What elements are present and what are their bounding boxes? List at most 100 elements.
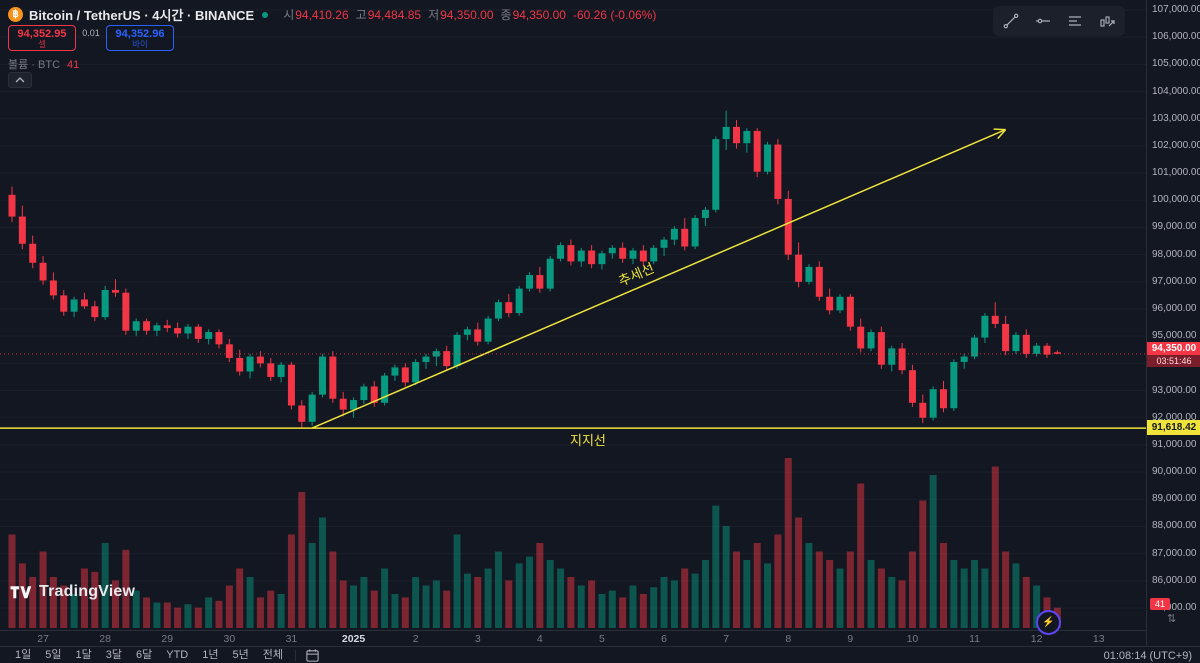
tradingview-watermark[interactable]: TradingView [10,583,135,601]
candle-body [360,386,368,401]
volume-bar [826,560,834,628]
volume-bar [412,577,420,628]
current-price-badge: 94,350.00 03:51:46 [1147,341,1200,367]
candle-body [463,329,471,335]
volume-bar [494,551,502,628]
volume-indicator-legend[interactable]: 볼륨 · BTC 41 [8,56,79,72]
candle-body [122,292,130,331]
candle-body [29,243,37,263]
range-button-6[interactable]: 1년 [195,648,225,663]
volume-bar [743,560,751,628]
range-button-2[interactable]: 1달 [69,648,99,663]
price-tick: 103,000.00 [1152,112,1200,124]
range-button-0[interactable]: 1일 [8,648,38,663]
volume-bar [898,580,906,628]
volume-bar [1022,577,1030,628]
open-value: 94,410.26 [295,7,349,22]
volume-bar [277,594,285,628]
candle-body [971,337,979,357]
candle-body [484,318,492,342]
range-button-3[interactable]: 3달 [99,648,129,663]
candle-body [474,329,482,342]
buy-button[interactable]: 94,352.96 바이 [106,25,174,51]
volume-bar [474,577,482,628]
candle-body [453,334,461,367]
watermark-text: TradingView [39,583,136,600]
candle-body [287,364,295,406]
low-value: 94,350.00 [440,7,494,22]
range-button-5[interactable]: YTD [159,648,195,663]
candle-body [184,326,192,334]
candle-body [577,250,585,262]
price-tick: 97,000.00 [1152,275,1197,287]
price-tick: 104,000.00 [1152,85,1200,97]
chart-boost-button[interactable]: ⚡ [1036,610,1061,635]
trend-line[interactable] [311,128,1006,429]
candle-body [80,299,88,307]
candle-body [381,375,389,403]
candle-body [91,306,99,318]
candle-body [1012,334,1020,352]
price-tick: 92,000.00 [1152,411,1197,423]
candlestick-chart[interactable]: 지지선 추세선 [0,0,1146,630]
range-button-4[interactable]: 6달 [129,648,159,663]
price-tick: 90,000.00 [1152,466,1197,478]
volume-bar [888,577,896,628]
time-label: 12 [1030,633,1043,645]
candle-body [153,325,161,331]
candle-body [1033,345,1041,354]
volume-bar [940,543,947,628]
parallel-lines-tool-button[interactable] [1060,8,1090,34]
volume-bar [629,585,637,628]
volume-bar [391,594,399,628]
candle-body [256,356,264,364]
trend-line-tool-button[interactable] [996,8,1026,34]
symbol-title[interactable]: Bitcoin / TetherUS · 4시간 · BINANCE [29,8,255,23]
volume-bar [112,580,119,628]
volume-bar [91,571,99,628]
candle-body [846,296,854,327]
range-button-7[interactable]: 5년 [226,648,256,663]
go-to-date-button[interactable] [301,648,324,663]
price-tick: 88,000.00 [1152,520,1197,532]
volume-bar [174,607,182,628]
bottom-toolbar: 1일 5일 1달 3달 6달 YTD 1년 5년 전체 01:08:14 (UTC+9) [0,646,1200,663]
range-button-1[interactable]: 5일 [38,648,68,663]
candle-body [267,363,275,377]
buy-price: 94,352.96 [115,28,165,40]
sell-label: 셀 [38,39,46,49]
support-line-label: 지지선 [570,433,606,448]
candle-body [536,275,544,289]
candle-body [60,295,68,312]
candle-body [443,351,451,367]
volume-bar [484,568,492,628]
legend-collapse-button[interactable] [8,72,32,88]
volume-bar [1033,585,1041,628]
candle-body [401,367,409,383]
clock-timezone-button[interactable]: 01:08:14 (UTC+9) [1103,650,1192,662]
candle-body [815,266,823,297]
time-label: 9 [847,633,854,645]
volume-bar [319,517,326,628]
price-scale-adjust-icon[interactable]: ⇅ [1167,613,1177,625]
horizontal-line-tool-button[interactable] [1028,8,1058,34]
range-button-8[interactable]: 전체 [256,648,290,663]
bar-countdown: 03:51:46 [1147,354,1200,367]
candle-body [722,126,730,140]
volume-bar [308,543,316,628]
candles-layer [8,110,1061,429]
time-axis[interactable]: 27 28 29 30 31 2025 2 3 4 5 6 7 8 9 10 11 12 13 [0,630,1146,647]
volume-bar [153,602,161,628]
time-label: 6 [661,633,667,645]
volume-bar [950,560,958,628]
sell-button[interactable]: 94,352.95 셀 [8,25,76,51]
volume-bar [960,568,968,628]
candle-body [101,289,109,318]
candle-body [112,289,119,293]
volume-bar [8,534,16,628]
volume-bar [432,580,440,628]
pattern-tool-button[interactable] [1092,8,1122,34]
candle-body [163,325,171,329]
price-axis[interactable]: 94,350.00 03:51:46 91,618.42 41 85,000.0… [1146,0,1200,646]
candle-body [929,389,937,418]
